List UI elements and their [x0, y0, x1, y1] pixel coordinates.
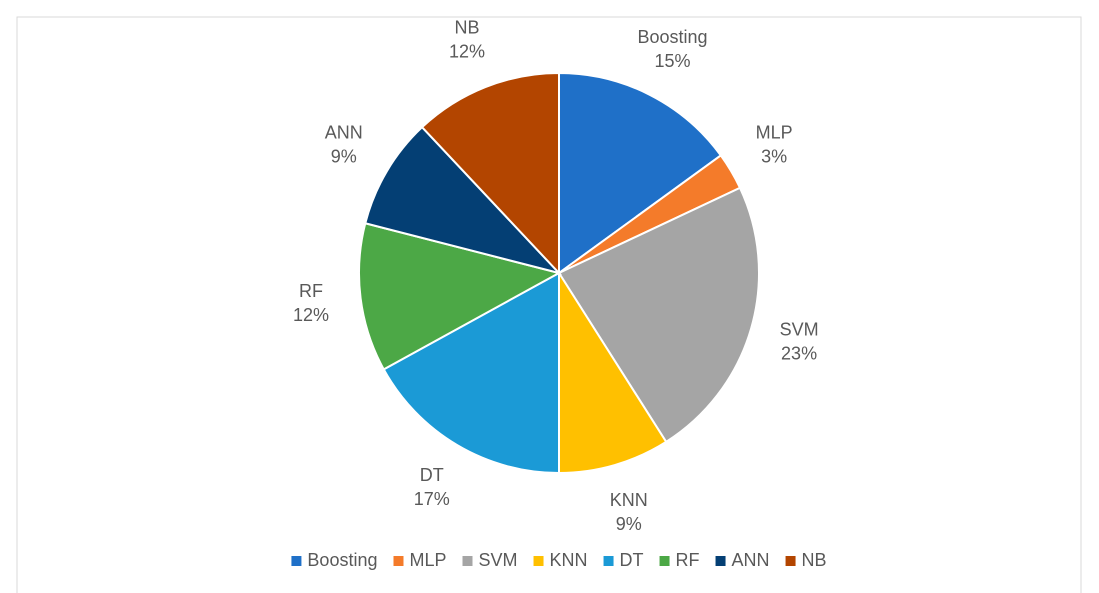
legend-label: ANN	[732, 550, 770, 570]
pie-slice	[382, 271, 560, 475]
legend-swatch	[715, 556, 726, 566]
slice-category-label: KNN	[610, 490, 648, 510]
slice-category-label: SVM	[780, 319, 819, 339]
slice-category-label: NB	[454, 17, 479, 37]
slice-category-label: RF	[299, 281, 323, 301]
legend-label: NB	[802, 550, 827, 570]
pie-slice	[557, 186, 760, 444]
legend-swatch	[291, 556, 302, 566]
legend-swatch	[533, 556, 544, 566]
pie-slice	[364, 125, 563, 275]
legend-swatch	[603, 556, 614, 566]
legend-label: SVM	[479, 550, 518, 570]
slice-category-label: ANN	[325, 122, 363, 142]
legend-label: KNN	[550, 550, 588, 570]
legend-label: Boosting	[307, 550, 377, 570]
slice-value-label: 3%	[761, 146, 787, 166]
legend-swatch	[785, 556, 796, 566]
slice-value-label: 12%	[449, 41, 485, 61]
legend-label: DT	[620, 550, 644, 570]
slice-category-label: MLP	[756, 122, 793, 142]
legend-label: RF	[676, 550, 700, 570]
slice-value-label: 15%	[654, 51, 690, 71]
slice-category-label: DT	[420, 465, 444, 485]
legend-swatch	[462, 556, 473, 566]
legend-swatch	[393, 556, 404, 566]
pie-slice	[558, 269, 668, 475]
pie-slice	[420, 71, 560, 276]
pie-slice	[358, 222, 562, 371]
slice-value-label: 9%	[331, 146, 357, 166]
pie-slice	[558, 71, 723, 275]
slice-value-label: 17%	[414, 489, 450, 509]
slice-value-label: 23%	[781, 343, 817, 363]
chart-frame	[16, 16, 1082, 593]
legend-swatch	[659, 556, 670, 566]
legend-label: MLP	[409, 550, 446, 570]
slice-value-label: 12%	[293, 305, 329, 325]
slice-category-label: Boosting	[637, 27, 707, 47]
slice-value-label: 9%	[616, 514, 642, 534]
